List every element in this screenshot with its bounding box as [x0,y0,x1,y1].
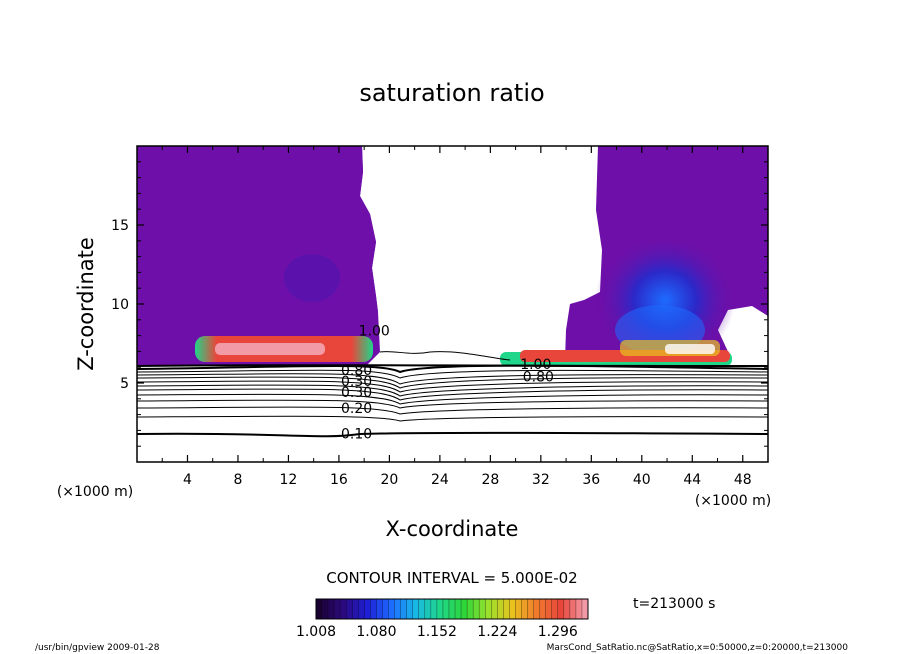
colorbar-cell [394,599,401,619]
colorbar-cell [418,599,426,619]
contour-label: 0.80 [523,369,554,385]
colorbar-cell [521,599,528,619]
contour-label: 0.80 [341,363,372,379]
plot-area: 0.100.200.300.300.801.001.000.80 [137,146,768,462]
colorbar-tick-label: 1.224 [477,624,517,640]
colorbar-cell [322,599,329,619]
x-tick-label: 44 [683,472,701,488]
colorbar-labels: 1.008 1.080 1.152 1.224 1.296 [296,624,578,640]
footer-left: /usr/bin/gpview 2009-01-28 [35,643,160,653]
x-axis: 4 8 12 16 20 24 28 32 36 40 44 48 [161,146,752,488]
colorbar-cell [334,599,341,619]
colorbar-cell [358,599,365,619]
colorbar-tick-label: 1.296 [538,624,578,640]
colorbar-cell [581,599,589,619]
x-tick-label: 48 [734,472,752,488]
time-label: t=213000 s [633,596,715,612]
colorbar-cell [448,599,456,619]
colorbar-cell [557,599,565,619]
x-tick-label: 20 [380,472,398,488]
colorbar-tick-label: 1.152 [417,624,457,640]
y-axis: 5 10 15 [111,161,768,447]
colorbar-cell [569,599,577,619]
colorbar-tick-label: 1.080 [356,624,396,640]
colorbar-cell [436,599,444,619]
x-tick-label: 36 [582,472,600,488]
colorbar-cell [551,599,559,619]
colorbar-cell [515,599,522,619]
colorbar-cell [527,599,534,619]
x-tick-label: 8 [233,472,242,488]
contour-label: 1.00 [359,324,390,340]
colorbar-cell [539,599,546,619]
colorbar-cell [503,599,510,619]
colorbar-cell [412,599,420,619]
colorbar-cell [533,599,540,619]
x-axis-unit-right: (×1000 m) [695,493,771,509]
contour-interval: CONTOUR INTERVAL = 5.000E-02 [326,569,577,587]
colorbar-cell [340,599,347,619]
contour-label: 0.30 [341,385,372,401]
x-axis-unit-left: (×1000 m) [57,484,133,500]
x-tick-label: 28 [481,472,499,488]
colorbar-cell [364,599,371,619]
colorbar-cell [461,599,468,619]
colorbar-cell [467,599,474,619]
colorbar-cell [376,599,383,619]
colorbar-cell [400,599,407,619]
x-tick-label: 16 [330,472,348,488]
colorbar-cell [455,599,462,619]
y-tick-label: 10 [111,297,129,313]
colorbar-cell [491,599,498,619]
colorbar-cell [328,599,335,619]
colorbar-cell [563,599,571,619]
colorbar-cell [509,599,516,619]
colorbar-cell [497,599,504,619]
y-tick-label: 5 [120,376,129,392]
x-tick-label: 24 [431,472,449,488]
colorbar-cell [406,599,414,619]
colorbar-cell [352,599,359,619]
x-axis-label: X-coordinate [386,517,519,541]
contour-label: 0.10 [341,426,372,442]
colorbar-tick-label: 1.008 [296,624,336,640]
x-tick-label: 32 [532,472,550,488]
colorbar-cell [575,599,583,619]
colorbar-cell [545,599,553,619]
footer-right: MarsCond_SatRatio.nc@SatRatio,x=0:50000,… [547,643,849,653]
colorbar-cell [388,599,395,619]
x-tick-label: 4 [183,472,192,488]
colorbar-cell [424,599,432,619]
colorbar [315,599,589,619]
contour-label: 0.30 [341,374,372,390]
colorbar-cell [370,599,377,619]
y-axis-label: Z-coordinate [74,237,98,371]
chart-title: saturation ratio [359,79,544,107]
colorbar-cell [316,599,323,619]
contour-label: 0.20 [341,401,372,417]
colorbar-cell [442,599,450,619]
x-tick-label: 12 [280,472,298,488]
y-tick-label: 15 [111,218,129,234]
colorbar-frame [315,598,589,620]
colorbar-cell [430,599,438,619]
contour-labels: 0.100.200.300.300.801.001.000.80 [341,324,554,443]
colorbar-cell [346,599,353,619]
colorbar-cell [382,599,389,619]
x-tick-label: 40 [633,472,651,488]
contour-label: 1.00 [520,357,551,373]
colorbar-cell [473,599,480,619]
colorbar-cell [479,599,486,619]
contour-lines [137,351,768,438]
colorbar-cell [485,599,492,619]
